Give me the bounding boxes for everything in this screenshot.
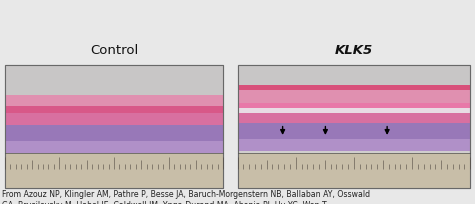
Bar — [238, 65, 470, 100]
Bar — [5, 65, 223, 100]
Bar — [5, 141, 223, 153]
Bar — [5, 106, 223, 114]
Bar — [5, 95, 223, 107]
Bar — [5, 153, 223, 188]
Bar — [5, 65, 223, 188]
Bar — [238, 123, 470, 141]
Bar — [238, 153, 470, 188]
Text: KLK5: KLK5 — [335, 44, 373, 57]
Bar — [238, 90, 470, 104]
Text: Control: Control — [90, 44, 138, 57]
Bar — [238, 85, 470, 92]
Bar — [5, 125, 223, 144]
Bar — [5, 65, 223, 188]
Bar — [238, 103, 470, 109]
Bar — [5, 113, 223, 126]
Bar — [238, 65, 470, 188]
Bar — [238, 108, 470, 114]
Bar — [238, 65, 470, 188]
Bar — [238, 113, 470, 124]
Bar — [238, 139, 470, 151]
Text: From Azouz NP, Klingler AM, Pathre P, Besse JA, Baruch-Morgenstern NB, Ballaban : From Azouz NP, Klingler AM, Pathre P, Be… — [2, 190, 386, 204]
